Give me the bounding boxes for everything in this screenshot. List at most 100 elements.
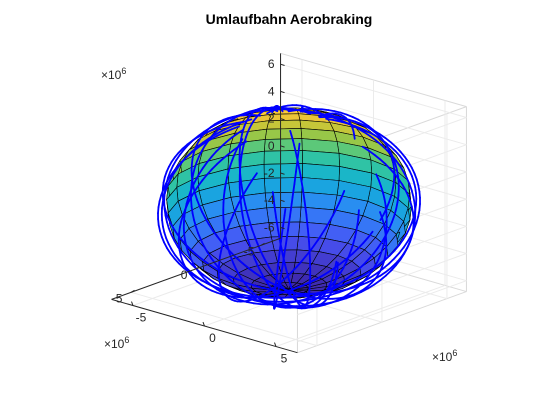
orbit-segment — [373, 279, 382, 286]
orbit-segment — [305, 213, 309, 223]
orbit-segment — [395, 258, 402, 267]
orbit-segment — [381, 262, 390, 270]
orbit-segment — [299, 293, 311, 298]
orbit-segment — [264, 260, 270, 268]
orbit-segment — [383, 198, 387, 207]
orbit-segment — [177, 147, 184, 154]
orbit-segment — [221, 126, 231, 132]
orbit-segment — [178, 262, 186, 270]
orbit-segment — [312, 296, 323, 300]
orbit-segment — [241, 189, 247, 198]
orbit-segment — [192, 178, 198, 187]
orbit-segment — [201, 273, 211, 281]
orbit-segment — [374, 139, 383, 146]
orbit-segment — [230, 257, 235, 265]
orbit-segment — [181, 251, 188, 260]
orbit-segment — [297, 142, 301, 150]
orbit-segment — [298, 282, 308, 288]
orbit-segment — [366, 283, 376, 290]
orbit-segment — [169, 164, 174, 173]
orbit-segment — [167, 160, 173, 168]
orbit-segment — [335, 202, 341, 211]
orbit-segment — [208, 278, 217, 285]
orbit-segment — [385, 224, 388, 233]
orbit-segment — [284, 305, 294, 309]
orbit-segment — [393, 173, 400, 181]
orbit-segment — [304, 250, 311, 258]
orbit-segment — [202, 130, 211, 136]
z-exponent-label: ×106 — [101, 66, 126, 82]
orbit-segment — [414, 186, 417, 195]
orbit-segment — [173, 166, 179, 174]
orbit-segment — [180, 238, 187, 246]
orbit-segment — [399, 165, 405, 174]
orbit-segment — [384, 141, 392, 148]
orbit-segment — [341, 293, 350, 299]
orbit-segment — [210, 150, 218, 158]
surface-facet — [264, 128, 303, 140]
orbit-segment — [310, 293, 320, 299]
orbit-segment — [163, 231, 168, 240]
orbit-segment — [392, 157, 397, 166]
orbit-segment — [395, 146, 402, 153]
orbit-segment — [338, 278, 347, 285]
orbit-segment — [345, 294, 355, 300]
orbit-segment — [173, 239, 179, 248]
orbit-segment — [203, 138, 212, 145]
orbit-segment — [330, 116, 339, 119]
orbit-segment — [278, 246, 282, 255]
orbit-segment — [275, 216, 279, 225]
orbit-segment — [233, 114, 241, 120]
y-tick-mark — [260, 242, 265, 246]
orbit-segment — [195, 155, 200, 164]
orbit-segment — [277, 258, 280, 267]
orbit-segment — [252, 302, 262, 306]
orbit-segment — [269, 292, 279, 297]
orbit-segment — [209, 134, 219, 141]
orbit-segment — [163, 241, 168, 250]
orbit-segment — [373, 154, 382, 161]
orbit-segment — [228, 123, 238, 129]
orbit-segment — [270, 288, 281, 293]
orbit-segment — [197, 232, 202, 241]
orbit-segment — [396, 169, 400, 178]
surface-facet — [300, 191, 338, 211]
orbit-segment — [243, 110, 252, 115]
orbit-segment — [210, 289, 218, 294]
orbit-segment — [381, 243, 385, 252]
orbit-segment — [195, 253, 204, 261]
orbit-segment — [242, 118, 253, 123]
orbit-segment — [161, 201, 164, 210]
orbit-segment — [282, 296, 293, 299]
orbit-segment — [227, 220, 232, 229]
orbit-segment — [340, 120, 350, 125]
orbit-segment — [184, 243, 192, 251]
orbit-segment — [380, 185, 385, 194]
orbit-segment — [331, 282, 341, 289]
orbit-segment — [266, 280, 276, 286]
orbit-segment — [405, 177, 411, 186]
orbit-segment — [249, 109, 257, 113]
orbit-segment — [248, 177, 254, 186]
orbit-segment — [183, 233, 187, 242]
orbit-segment — [321, 226, 327, 235]
orbit-segment — [225, 136, 233, 144]
orbit-segment — [410, 189, 415, 198]
orbit-segment — [297, 161, 301, 170]
orbit-segment — [241, 213, 245, 222]
orbit-segment — [192, 167, 196, 176]
orbit-segment — [270, 271, 277, 279]
orbit-segment — [228, 278, 237, 285]
orbit-segment — [294, 170, 297, 179]
orbit-segment — [354, 229, 358, 239]
orbit-segment — [235, 120, 245, 124]
orbit-segment — [387, 195, 392, 204]
orbit-segment — [231, 153, 236, 161]
axes-box-front — [111, 53, 298, 354]
orbit-segment — [243, 282, 250, 289]
orbit-segment — [379, 158, 387, 166]
orbit-segment — [345, 252, 354, 260]
orbit-segment — [234, 295, 243, 299]
orbit-segment — [215, 291, 224, 296]
orbit-segment — [389, 263, 397, 270]
